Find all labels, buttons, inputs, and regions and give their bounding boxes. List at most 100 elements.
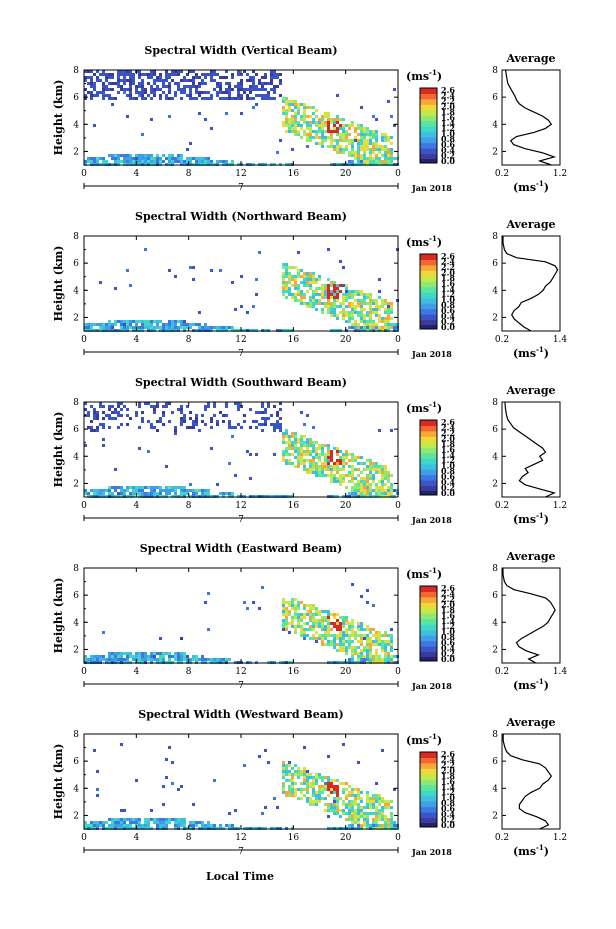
heatmap-cell bbox=[369, 486, 372, 489]
heatmap-cell bbox=[357, 302, 360, 305]
heatmap-cell bbox=[366, 655, 369, 658]
heatmap-cell bbox=[333, 145, 336, 148]
heatmap-cell bbox=[240, 73, 243, 76]
heatmap-cell bbox=[366, 296, 369, 299]
heatmap-cell bbox=[102, 94, 105, 97]
heatmap-cell bbox=[327, 290, 330, 293]
heatmap-cell bbox=[267, 405, 270, 408]
heatmap-cell bbox=[363, 655, 366, 658]
heatmap-cell bbox=[279, 423, 282, 426]
heatmap-cell bbox=[351, 803, 354, 806]
heatmap-cell bbox=[210, 426, 213, 429]
heatmap-cell bbox=[354, 812, 357, 815]
heatmap-cell bbox=[129, 652, 132, 655]
heatmap-cell bbox=[366, 634, 369, 637]
heatmap-cell bbox=[192, 76, 195, 79]
heatmap-cell bbox=[318, 142, 321, 145]
colorbar-segment bbox=[420, 624, 437, 631]
heatmap-cell bbox=[300, 462, 303, 465]
heatmap-cell bbox=[189, 79, 192, 82]
heatmap-cell bbox=[156, 824, 159, 827]
heatmap-cell bbox=[306, 785, 309, 788]
heatmap-cell bbox=[375, 323, 378, 326]
heatmap-cell bbox=[288, 127, 291, 130]
heatmap-cell bbox=[201, 492, 204, 495]
heatmap-cell bbox=[372, 821, 375, 824]
heatmap-cell bbox=[378, 290, 381, 293]
heatmap-cell bbox=[348, 290, 351, 293]
heatmap-cell bbox=[180, 486, 183, 489]
heatmap-cell bbox=[249, 97, 252, 100]
heatmap-cell bbox=[333, 447, 336, 450]
heatmap-cell bbox=[321, 290, 324, 293]
heatmap-cell bbox=[114, 652, 117, 655]
colorbar-tick-label: 0.4 bbox=[441, 477, 455, 487]
heatmap-cell bbox=[351, 806, 354, 809]
heatmap-cell bbox=[351, 124, 354, 127]
heatmap-cell bbox=[363, 628, 366, 631]
heatmap-cell bbox=[273, 797, 276, 800]
heatmap-cell bbox=[375, 142, 378, 145]
heatmap-cell bbox=[363, 323, 366, 326]
heatmap-cell bbox=[102, 821, 105, 824]
heatmap-cell bbox=[366, 320, 369, 323]
heatmap-cell bbox=[309, 637, 312, 640]
heatmap-cell bbox=[168, 326, 171, 329]
heatmap-cell bbox=[189, 97, 192, 100]
heatmap-cell bbox=[264, 423, 267, 426]
heatmap-cell bbox=[390, 429, 393, 432]
heatmap-cell bbox=[318, 136, 321, 139]
heatmap-cell bbox=[267, 82, 270, 85]
heatmap-cell bbox=[153, 658, 156, 661]
day-label: 7 bbox=[238, 183, 244, 193]
heatmap-cell bbox=[183, 320, 186, 323]
heatmap-cell bbox=[321, 118, 324, 121]
heatmap-cell bbox=[102, 444, 105, 447]
heatmap-cell bbox=[276, 426, 279, 429]
heatmap-cell bbox=[336, 797, 339, 800]
heatmap-cell bbox=[390, 148, 393, 151]
heatmap-cell bbox=[339, 260, 342, 263]
heatmap-cell bbox=[141, 489, 144, 492]
heatmap-cell bbox=[372, 462, 375, 465]
heatmap-cell bbox=[378, 296, 381, 299]
heatmap-cell bbox=[294, 447, 297, 450]
heatmap-cell bbox=[330, 613, 333, 616]
heatmap-cell bbox=[93, 73, 96, 76]
heatmap-cell bbox=[306, 797, 309, 800]
heatmap-cell bbox=[303, 112, 306, 115]
heatmap-cell bbox=[384, 465, 387, 468]
heatmap-cell bbox=[288, 773, 291, 776]
heatmap-cell bbox=[339, 474, 342, 477]
heatmap-cell bbox=[165, 402, 168, 405]
heatmap-cell bbox=[129, 88, 132, 91]
unit-close: ) bbox=[544, 845, 549, 858]
heatmap-cell bbox=[288, 287, 291, 290]
heatmap-cell bbox=[381, 468, 384, 471]
heatmap-cell bbox=[357, 652, 360, 655]
heatmap-cell bbox=[333, 305, 336, 308]
heatmap-cell bbox=[99, 492, 102, 495]
heatmap-cell bbox=[96, 426, 99, 429]
heatmap-cell bbox=[177, 821, 180, 824]
heatmap-cell bbox=[387, 151, 390, 154]
heatmap-cell bbox=[102, 91, 105, 94]
heatmap-cell bbox=[210, 94, 213, 97]
heatmap-cell bbox=[129, 91, 132, 94]
heatmap-cell bbox=[354, 323, 357, 326]
heatmap-cell bbox=[114, 824, 117, 827]
heatmap-cell bbox=[207, 160, 210, 163]
heatmap-cell bbox=[108, 417, 111, 420]
heatmap-cell bbox=[330, 634, 333, 637]
heatmap-cell bbox=[336, 450, 339, 453]
heatmap-cell bbox=[366, 145, 369, 148]
heatmap-cell bbox=[339, 646, 342, 649]
heatmap-cell bbox=[339, 640, 342, 643]
heatmap-cell bbox=[363, 489, 366, 492]
heatmap-cell bbox=[360, 293, 363, 296]
heatmap-cell bbox=[282, 112, 285, 115]
heatmap-cell bbox=[114, 468, 117, 471]
heatmap-cell bbox=[306, 800, 309, 803]
avg-y-tick-label: 2 bbox=[492, 645, 498, 655]
heatmap-cell bbox=[249, 88, 252, 91]
